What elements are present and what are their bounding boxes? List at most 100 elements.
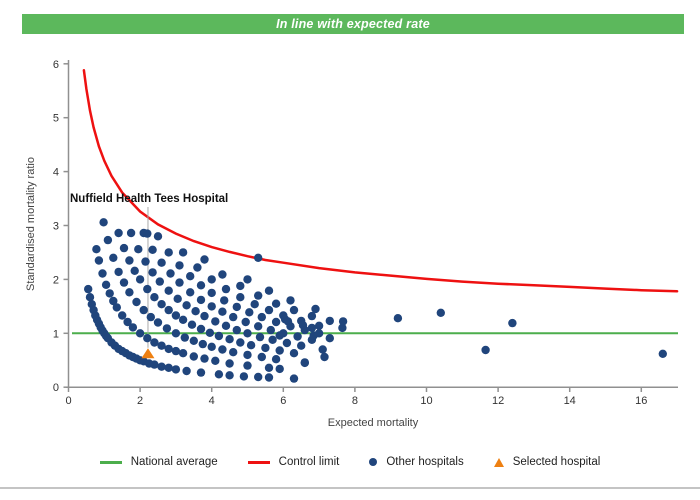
hospital-point — [309, 331, 318, 340]
x-tick-label: 8 — [352, 395, 358, 407]
hospital-point — [254, 253, 263, 262]
hospital-point — [180, 333, 189, 342]
y-tick-label: 3 — [53, 221, 59, 233]
hospital-point — [220, 296, 229, 305]
hospital-point — [101, 280, 111, 289]
hospital-point — [198, 339, 207, 349]
hospital-point — [173, 294, 182, 303]
hospital-point — [171, 365, 181, 374]
hospital-point — [264, 363, 274, 372]
hospital-point — [250, 300, 259, 309]
hospital-point — [132, 297, 141, 307]
y-tick-label: 0 — [53, 382, 59, 394]
hospital-point — [114, 267, 123, 277]
hospital-point — [205, 328, 215, 337]
hospital-point — [275, 364, 284, 374]
hospital-point — [178, 248, 188, 257]
hospital-point — [225, 371, 234, 380]
hospital-point — [314, 321, 324, 330]
y-tick-label: 5 — [53, 113, 59, 125]
hospital-point — [481, 345, 490, 355]
selected-hospital-annotation: Nuffield Health Tees Hospital — [70, 193, 228, 205]
hospital-point — [207, 275, 216, 284]
hospital-point — [221, 284, 231, 294]
hospital-point — [264, 373, 274, 382]
hospital-point — [164, 344, 173, 354]
hospital-point — [153, 318, 163, 327]
hospital-point — [164, 363, 173, 372]
hospital-point — [148, 245, 157, 254]
status-banner: In line with expected rate — [22, 14, 684, 34]
legend-item-other-hospitals: Other hospitals — [369, 456, 464, 468]
hospital-point — [157, 300, 166, 309]
chart-legend: National average Control limit Other hos… — [0, 456, 700, 468]
hospital-point — [264, 305, 274, 315]
legend-label: Selected hospital — [512, 456, 601, 468]
hospital-point — [143, 334, 152, 343]
hospital-point — [307, 311, 317, 321]
hospital-point — [207, 342, 216, 351]
hospital-point — [119, 278, 129, 287]
hospital-point — [171, 329, 181, 338]
hospital-point — [658, 349, 667, 358]
hospital-point — [200, 255, 209, 264]
hospital-point — [243, 350, 252, 360]
hospital-point — [130, 266, 139, 275]
hospital-point — [268, 335, 277, 344]
hospital-point — [271, 355, 281, 364]
hospital-point — [200, 354, 209, 363]
hospital-point — [338, 317, 348, 326]
hospital-point — [114, 228, 123, 238]
hospital-point — [325, 316, 334, 326]
hospital-point — [175, 278, 184, 287]
hospital-point — [264, 286, 274, 295]
hospital-point — [196, 368, 206, 377]
hospital-point — [166, 269, 175, 278]
hospital-point — [236, 293, 245, 302]
hospital-point — [239, 372, 249, 381]
selected-hospital-marker — [141, 348, 155, 359]
hospital-point — [182, 301, 191, 310]
hospital-point — [150, 360, 159, 369]
hospital-point — [193, 263, 202, 272]
legend-label: Other hospitals — [386, 456, 464, 468]
hospital-point — [271, 299, 281, 308]
x-axis-title: Expected mortality — [328, 417, 419, 429]
hospital-point — [297, 341, 306, 350]
hospital-point — [196, 324, 206, 334]
hospital-point — [191, 307, 200, 316]
hospital-point — [207, 288, 216, 298]
hospital-point — [271, 317, 281, 327]
hospital-point — [218, 345, 227, 354]
control-limit-line-swatch — [247, 460, 270, 464]
hospital-point — [318, 345, 327, 354]
hospital-point — [200, 311, 209, 321]
x-tick-label: 6 — [280, 395, 286, 407]
hospital-point — [218, 270, 227, 279]
legend-label: Control limit — [278, 456, 340, 468]
hospital-point — [236, 338, 245, 347]
hospital-point — [123, 317, 132, 327]
hospital-point — [109, 253, 118, 262]
hospital-point — [257, 352, 266, 362]
hospital-point — [94, 256, 104, 265]
hospital-point — [241, 317, 250, 327]
hospital-point — [243, 329, 252, 338]
hospital-point — [125, 288, 134, 297]
hospital-point — [225, 359, 234, 368]
hospital-point — [393, 314, 403, 323]
hospital-point — [211, 317, 220, 326]
hospital-point — [261, 343, 270, 353]
x-tick-label: 10 — [420, 395, 432, 407]
hospital-point — [218, 307, 227, 316]
hospital-point — [275, 346, 284, 355]
y-tick-label: 4 — [53, 167, 59, 179]
hospital-point — [157, 341, 166, 350]
hospital-point — [92, 245, 101, 254]
hospital-point — [150, 338, 159, 347]
hospital-point — [150, 293, 159, 302]
hospital-point — [182, 366, 191, 376]
hospital-point — [157, 258, 166, 267]
hospital-point — [266, 325, 275, 335]
